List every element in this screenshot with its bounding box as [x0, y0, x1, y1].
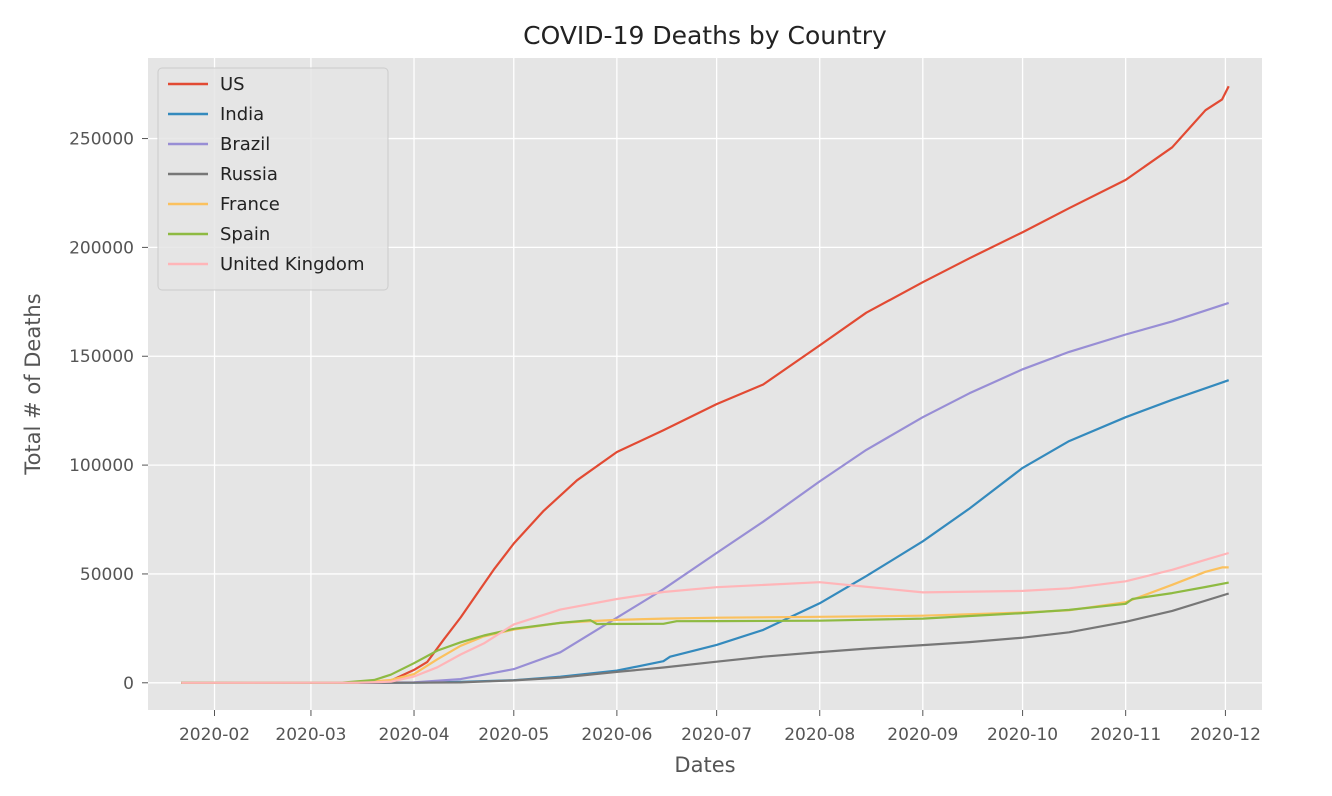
y-tick-label: 50000: [80, 565, 134, 585]
x-axis-label: Dates: [674, 753, 735, 777]
series-line-france: [181, 566, 1229, 684]
legend-box: [157, 67, 389, 291]
x-tick-label: 2020-07: [681, 725, 752, 745]
series-line-spain: [181, 581, 1229, 684]
legend-label: US: [220, 74, 245, 95]
x-tick-label: 2020-09: [887, 725, 958, 745]
legend-label: India: [220, 104, 264, 125]
x-tick-label: 2020-04: [379, 725, 450, 745]
series-line-russia: [181, 592, 1230, 684]
y-tick-label: 250000: [69, 130, 134, 150]
legend-label: France: [220, 194, 280, 215]
x-tick-label: 2020-08: [784, 725, 855, 745]
x-tick-label: 2020-06: [581, 725, 652, 745]
y-axis: 0 50000 100000 150000 200000 250000: [69, 130, 148, 694]
y-tick-label: 200000: [69, 238, 134, 258]
x-tick-label: 2020-03: [275, 725, 346, 745]
x-axis: 2020-02 2020-03 2020-04 2020-05 2020-06 2020-…: [179, 710, 1261, 745]
y-tick-label: 0: [123, 674, 134, 694]
legend-label: Spain: [220, 224, 270, 245]
x-tick-label: 2020-02: [179, 725, 250, 745]
series-line-brazil: [181, 301, 1230, 684]
y-tick-label: 150000: [69, 347, 134, 367]
legend-label: United Kingdom: [220, 254, 364, 275]
legend-label: Brazil: [220, 134, 270, 155]
y-axis-label: Total # of Deaths: [21, 293, 45, 475]
series-lines: [181, 85, 1230, 684]
series-line-us: [181, 85, 1230, 684]
x-tick-label: 2020-11: [1090, 725, 1161, 745]
x-tick-label: 2020-05: [478, 725, 549, 745]
series-line-united-kingdom: [181, 551, 1230, 684]
legend-label: Russia: [220, 164, 278, 185]
x-tick-label: 2020-10: [987, 725, 1058, 745]
x-tick-label: 2020-12: [1190, 725, 1261, 745]
chart-title: COVID-19 Deaths by Country: [523, 21, 887, 50]
y-tick-label: 100000: [69, 456, 134, 476]
legend: US India Brazil Russia France Spain United Kin…: [157, 67, 389, 291]
